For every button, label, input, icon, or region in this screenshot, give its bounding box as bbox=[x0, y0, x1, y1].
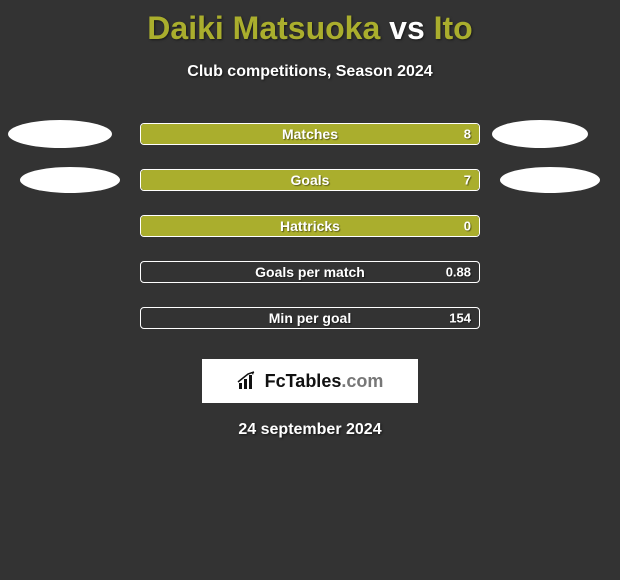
fctables-logo: FcTables.com bbox=[202, 359, 418, 403]
stat-bar: Matches8 bbox=[140, 123, 480, 145]
stat-row: Goals per match0.88 bbox=[0, 261, 620, 283]
stat-row: Matches8 bbox=[0, 123, 620, 145]
stat-row: Min per goal154 bbox=[0, 307, 620, 329]
stat-row: Goals7 bbox=[0, 169, 620, 191]
date-text: 24 september 2024 bbox=[0, 421, 620, 439]
stat-rows: Matches8Goals7Hattricks0Goals per match0… bbox=[0, 123, 620, 329]
stat-bar: Min per goal154 bbox=[140, 307, 480, 329]
stat-label: Hattricks bbox=[141, 218, 479, 234]
stat-label: Min per goal bbox=[141, 310, 479, 326]
stat-value: 154 bbox=[449, 311, 471, 326]
stat-value: 7 bbox=[464, 173, 471, 188]
stat-row: Hattricks0 bbox=[0, 215, 620, 237]
left-ellipse bbox=[20, 167, 120, 193]
stat-value: 8 bbox=[464, 127, 471, 142]
stat-bar: Hattricks0 bbox=[140, 215, 480, 237]
stat-value: 0 bbox=[464, 219, 471, 234]
stat-label: Goals bbox=[141, 172, 479, 188]
stat-label: Goals per match bbox=[141, 264, 479, 280]
title-vs: vs bbox=[389, 10, 425, 46]
stat-value: 0.88 bbox=[446, 265, 471, 280]
right-ellipse bbox=[500, 167, 600, 193]
stat-label: Matches bbox=[141, 126, 479, 142]
logo-text: FcTables.com bbox=[265, 371, 384, 392]
page-title: Daiki Matsuoka vs Ito bbox=[0, 0, 620, 47]
title-player1: Daiki Matsuoka bbox=[147, 10, 380, 46]
left-ellipse bbox=[8, 120, 112, 148]
title-player2: Ito bbox=[434, 10, 473, 46]
stat-bar: Goals per match0.88 bbox=[140, 261, 480, 283]
logo-text-suffix: .com bbox=[341, 371, 383, 391]
subtitle: Club competitions, Season 2024 bbox=[0, 63, 620, 81]
logo-text-main: FcTables bbox=[265, 371, 342, 391]
bar-chart-icon bbox=[237, 371, 259, 391]
stat-bar: Goals7 bbox=[140, 169, 480, 191]
right-ellipse bbox=[492, 120, 588, 148]
